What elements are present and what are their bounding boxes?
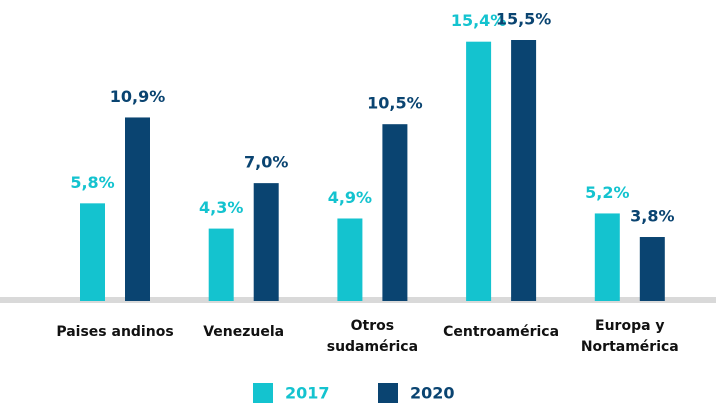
bar <box>208 228 234 301</box>
bar <box>466 41 492 302</box>
data-label: 4,9% <box>328 188 372 207</box>
data-label: 5,8% <box>70 173 114 192</box>
data-label: 10,5% <box>367 94 423 113</box>
legend-swatch <box>378 383 398 403</box>
data-label: 15,5% <box>496 10 552 29</box>
data-label: 3,8% <box>630 207 674 226</box>
legend-swatch <box>253 383 273 403</box>
bar <box>337 218 363 301</box>
data-label: 15,4% <box>451 11 507 30</box>
data-label: 10,9% <box>110 87 166 106</box>
data-label: 7,0% <box>244 153 288 172</box>
bar <box>253 183 279 301</box>
data-label: 5,2% <box>585 183 629 202</box>
bar <box>594 213 620 301</box>
bar <box>639 237 665 301</box>
bar <box>511 40 537 301</box>
bar <box>382 124 408 302</box>
bar <box>125 117 150 301</box>
x-tick-label: Paises andinos <box>56 324 174 340</box>
x-tick-label: Venezuela <box>203 324 285 340</box>
bar <box>80 203 105 301</box>
legend-label: 2020 <box>410 384 455 403</box>
x-tick-label: Centroamérica <box>443 324 560 340</box>
data-label: 4,3% <box>199 198 243 217</box>
x-tick-label: Europa y Nortamérica <box>580 318 679 355</box>
x-tick-label: Otros sudamérica <box>326 318 419 355</box>
legend-label: 2017 <box>285 384 330 403</box>
